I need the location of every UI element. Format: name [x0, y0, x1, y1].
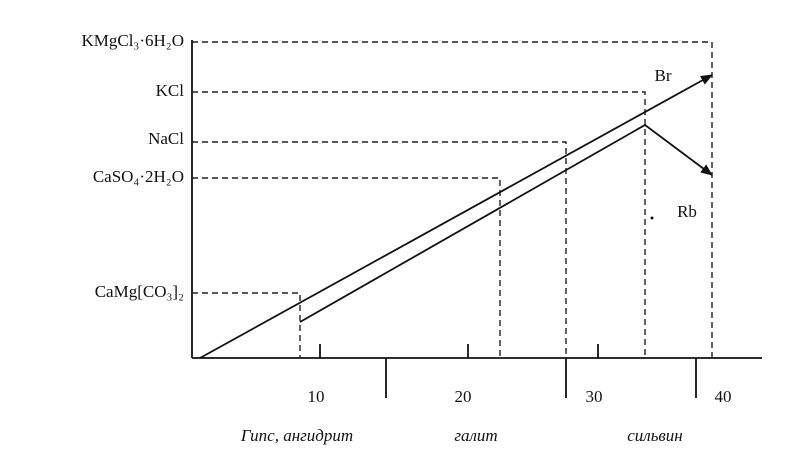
rb-line	[299, 123, 713, 323]
level-label: KMgCl₃·6H₂O	[81, 31, 184, 50]
level-line	[192, 41, 713, 358]
level-line	[192, 91, 646, 358]
level-label: CaSO₄·2H₂O	[93, 167, 184, 186]
zone-label: галит	[454, 426, 497, 445]
level-label: KCl	[156, 81, 185, 100]
br-line	[199, 74, 713, 359]
x-tick-label: 40	[715, 387, 732, 406]
line-label: Br	[655, 66, 672, 85]
x-tick-label: 10	[308, 387, 325, 406]
speck	[650, 216, 654, 220]
x-tick-label: 20	[455, 387, 472, 406]
level-line	[192, 292, 301, 358]
zone-label: Гипс, ангидрит	[240, 426, 353, 445]
zone-label: сильвин	[627, 426, 683, 445]
level-line	[192, 177, 501, 358]
level-line	[192, 141, 567, 358]
x-tick-label: 30	[586, 387, 603, 406]
line-label: Rb	[677, 202, 697, 221]
level-label: CaMg[CO₃]₂	[95, 282, 184, 301]
level-label: NaCl	[148, 129, 184, 148]
